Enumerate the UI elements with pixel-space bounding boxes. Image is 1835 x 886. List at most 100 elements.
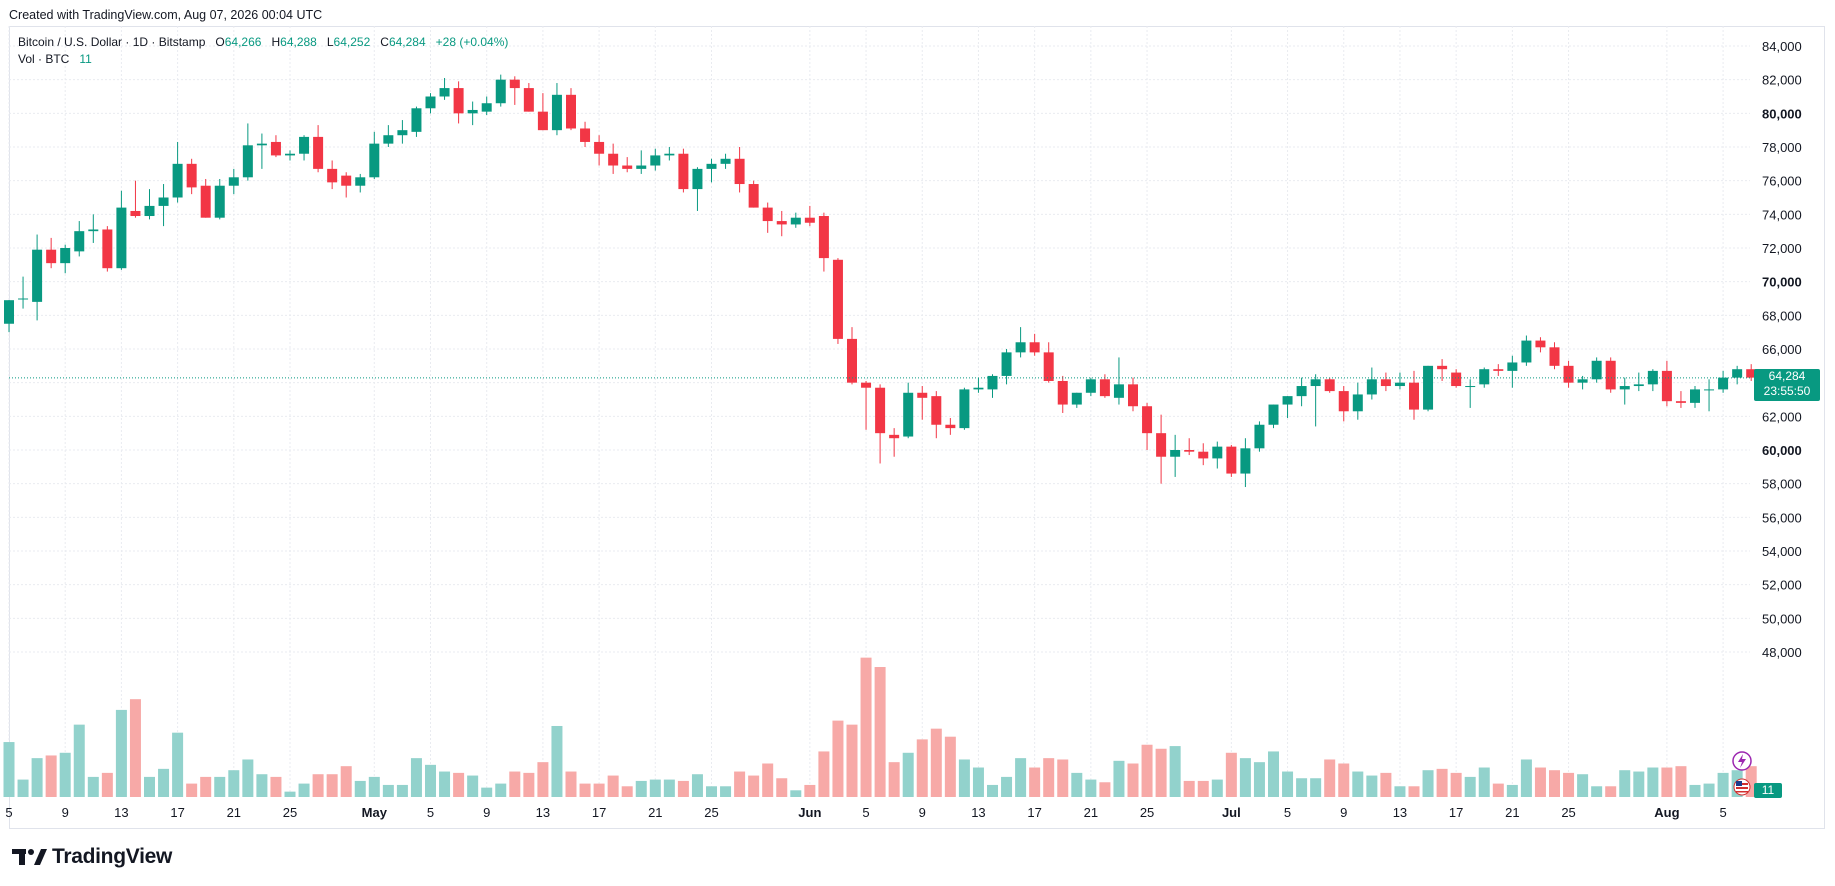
candle-body (832, 259, 843, 339)
last-volume-badge: 11 (1754, 783, 1782, 798)
candle (299, 135, 310, 161)
candle-body (875, 387, 886, 434)
candle (1619, 377, 1630, 405)
volume-bar (1675, 766, 1687, 797)
high-label: H (271, 35, 281, 49)
candle (313, 125, 324, 173)
candle (776, 210, 787, 237)
volume-bar (1239, 758, 1251, 797)
volume-bar (860, 657, 872, 797)
candle-body (1577, 379, 1588, 383)
volume-bar (1127, 763, 1139, 797)
x-tick-label: 9 (1340, 805, 1347, 820)
candle-body (1085, 379, 1096, 393)
candle (1366, 367, 1377, 400)
x-tick-label: 5 (1719, 805, 1726, 820)
candle (228, 168, 239, 195)
x-tick-label: 25 (704, 805, 718, 820)
candle-body (551, 94, 562, 131)
candle-body (1380, 379, 1391, 387)
candle (551, 83, 562, 136)
candle-body (158, 197, 169, 206)
x-tick-label: 13 (114, 805, 128, 820)
change-value: +28 (+0.04%) (435, 35, 509, 49)
candle-body (1099, 379, 1110, 397)
candle-body (1619, 386, 1630, 390)
candle-body (1156, 433, 1167, 457)
candle (1268, 404, 1279, 429)
candle-body (397, 130, 408, 136)
lightning-icon[interactable] (1732, 751, 1752, 771)
candle (959, 387, 970, 430)
y-tick-label: 76,000 (1762, 174, 1802, 189)
candle-body (18, 298, 29, 300)
volume-bar (1338, 763, 1350, 797)
volume-bar (902, 752, 914, 797)
candle (1423, 365, 1434, 412)
volume-bar (958, 759, 970, 797)
candle (1661, 360, 1672, 407)
candle-body (481, 103, 492, 112)
candle (818, 212, 829, 272)
y-tick-label: 82,000 (1762, 73, 1802, 88)
volume-bar (1549, 770, 1560, 797)
candle (1549, 342, 1560, 370)
volume-label[interactable]: Vol · BTC (18, 52, 70, 66)
x-tick-label: Jun (798, 805, 821, 820)
volume-series (3, 657, 1757, 797)
close-label: C (380, 35, 389, 49)
volume-bar (1563, 772, 1575, 797)
candle-body (32, 249, 43, 302)
candle (1437, 359, 1448, 381)
tradingview-brand[interactable]: TradingView (12, 845, 172, 869)
candle (467, 101, 478, 126)
volume-bar (1169, 746, 1181, 797)
candle (903, 382, 914, 439)
candle-body (608, 153, 619, 166)
volume-bar (467, 775, 479, 797)
x-tick-label: 21 (227, 805, 241, 820)
candle-body (678, 153, 689, 190)
candle-body (130, 210, 141, 217)
candle-body (1605, 360, 1616, 390)
volume-bar (1366, 775, 1378, 797)
candle-body (1352, 394, 1363, 412)
x-tick-label: 9 (919, 805, 926, 820)
candle (692, 167, 703, 211)
volume-bar (1422, 770, 1434, 797)
volume-bar (396, 784, 408, 797)
symbol-title[interactable]: Bitcoin / U.S. Dollar · 1D · Bitstamp (18, 35, 206, 49)
candle (608, 143, 619, 174)
us-flag-icon[interactable] (1733, 778, 1751, 796)
candle-body (580, 128, 591, 142)
x-tick-label: 17 (1027, 805, 1041, 820)
candle (1493, 364, 1504, 376)
volume-bar (439, 771, 451, 797)
candle-body (1366, 379, 1377, 395)
x-tick-label: 25 (1561, 805, 1575, 820)
volume-bar (888, 762, 900, 797)
candle (1184, 438, 1195, 456)
candle (242, 123, 253, 181)
candle (285, 150, 295, 161)
candle (18, 276, 29, 309)
low-value: 64,252 (333, 35, 371, 49)
volume-bar (1689, 784, 1701, 797)
volume-bar (1352, 771, 1364, 797)
candle (1451, 369, 1462, 388)
candle-body (776, 221, 787, 225)
y-tick-label: 66,000 (1762, 342, 1802, 357)
candle-body (1170, 450, 1181, 457)
volume-bar (101, 772, 113, 797)
x-tick-label: Jul (1222, 805, 1241, 820)
volume-bar (73, 724, 85, 797)
candle (748, 180, 759, 208)
candle-body (566, 94, 576, 129)
candle (1043, 342, 1054, 383)
volume-bar (762, 763, 774, 797)
candle-body (1633, 384, 1644, 387)
candle-body (1704, 389, 1715, 391)
candle-body (467, 109, 478, 114)
volume-bar (649, 779, 661, 797)
